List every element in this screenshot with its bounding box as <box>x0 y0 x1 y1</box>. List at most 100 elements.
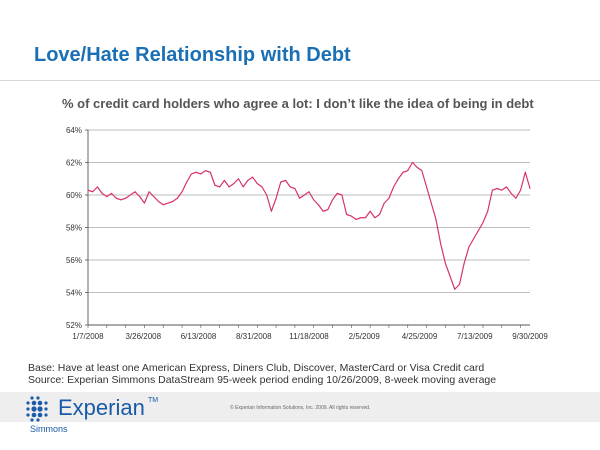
data-point <box>294 188 296 189</box>
data-point <box>228 186 230 188</box>
data-point <box>454 288 456 290</box>
data-point <box>134 191 136 193</box>
data-point <box>449 275 451 277</box>
data-point <box>383 202 385 204</box>
data-point <box>148 191 150 193</box>
data-point <box>223 179 225 181</box>
y-tick-label: 62% <box>66 159 82 168</box>
data-point <box>501 189 503 191</box>
data-point <box>209 171 211 173</box>
data-point <box>219 186 221 188</box>
data-point <box>393 186 395 188</box>
data-point <box>266 194 268 196</box>
data-point <box>520 189 522 191</box>
data-point <box>360 217 362 219</box>
y-tick-label: 58% <box>66 224 82 233</box>
data-point <box>195 171 197 173</box>
x-tick-label: 3/26/2008 <box>125 332 161 341</box>
logo-trademark: TM <box>148 397 159 404</box>
data-point <box>176 197 178 199</box>
data-point <box>308 191 310 193</box>
data-point <box>458 283 460 285</box>
data-point <box>158 201 160 202</box>
data-point <box>106 196 108 198</box>
data-point <box>129 194 131 196</box>
data-point <box>397 178 399 180</box>
data-point <box>463 262 465 264</box>
data-point <box>515 197 517 199</box>
y-tick-label: 64% <box>66 126 82 135</box>
chart-title: % of credit card holders who agree a lot… <box>62 96 534 111</box>
data-point <box>477 230 479 232</box>
x-tick-label: 7/13/2009 <box>457 332 493 341</box>
data-point <box>402 171 404 173</box>
data-point <box>332 199 334 201</box>
data-point <box>186 181 188 183</box>
data-point <box>275 197 277 199</box>
data-point <box>482 222 484 224</box>
data-point <box>327 209 329 211</box>
data-point <box>172 201 174 202</box>
base-note: Base: Have at least one American Express… <box>28 362 485 374</box>
data-point <box>299 197 301 199</box>
data-point <box>407 170 409 172</box>
data-point <box>369 210 371 212</box>
data-point <box>101 192 103 194</box>
data-point <box>289 186 291 188</box>
data-point <box>252 176 254 178</box>
data-point <box>96 186 98 188</box>
data-point <box>92 191 94 193</box>
data-point <box>303 194 305 196</box>
data-point <box>440 243 442 245</box>
data-point <box>247 179 249 181</box>
data-point <box>139 196 141 198</box>
logo-text: Experian <box>58 395 145 420</box>
footer-band <box>0 392 600 422</box>
source-note: Source: Experian Simmons DataStream 95-w… <box>28 374 497 386</box>
data-point <box>473 238 475 240</box>
data-point <box>280 181 282 183</box>
x-tick-label: 2/5/2009 <box>349 332 381 341</box>
y-tick-label: 60% <box>66 191 82 200</box>
data-point <box>505 186 507 188</box>
data-point <box>421 170 423 172</box>
data-point <box>510 192 512 194</box>
title-divider <box>0 80 600 81</box>
data-point <box>426 186 428 188</box>
page-title: Love/Hate Relationship with Debt <box>34 44 351 66</box>
data-point <box>242 186 244 188</box>
data-point <box>468 246 470 248</box>
data-point <box>233 183 235 185</box>
x-tick-label: 4/25/2009 <box>402 332 438 341</box>
data-point <box>214 184 216 186</box>
data-point <box>416 166 418 168</box>
data-point <box>125 197 127 199</box>
x-tick-label: 9/30/2009 <box>512 332 548 341</box>
data-point <box>364 217 366 219</box>
data-point <box>153 196 155 198</box>
data-point <box>524 171 526 173</box>
data-point <box>181 191 183 193</box>
x-tick-label: 11/18/2008 <box>289 332 329 341</box>
data-point <box>346 214 348 215</box>
data-point <box>167 202 169 204</box>
data-point <box>322 210 324 212</box>
y-tick-label: 54% <box>66 289 82 298</box>
data-point <box>355 218 357 220</box>
data-point <box>120 199 122 201</box>
data-point <box>143 202 145 204</box>
x-tick-label: 6/13/2008 <box>181 332 217 341</box>
data-point <box>350 215 352 217</box>
line-chart: 52% 54% 56% 58% 60% 62% 64% 1/7/2008 3/26/2008 6/… <box>66 126 548 341</box>
data-point <box>111 192 113 194</box>
data-point <box>487 210 489 212</box>
y-tick-label: 52% <box>66 321 82 330</box>
data-point <box>341 194 343 196</box>
data-point <box>87 189 89 191</box>
chart-axes <box>85 129 530 328</box>
data-point <box>237 178 239 180</box>
logo-subtitle: Simmons <box>30 424 68 434</box>
x-tick-label: 1/7/2008 <box>72 332 104 341</box>
x-tick-label: 8/31/2008 <box>236 332 272 341</box>
chart-series <box>87 161 531 290</box>
